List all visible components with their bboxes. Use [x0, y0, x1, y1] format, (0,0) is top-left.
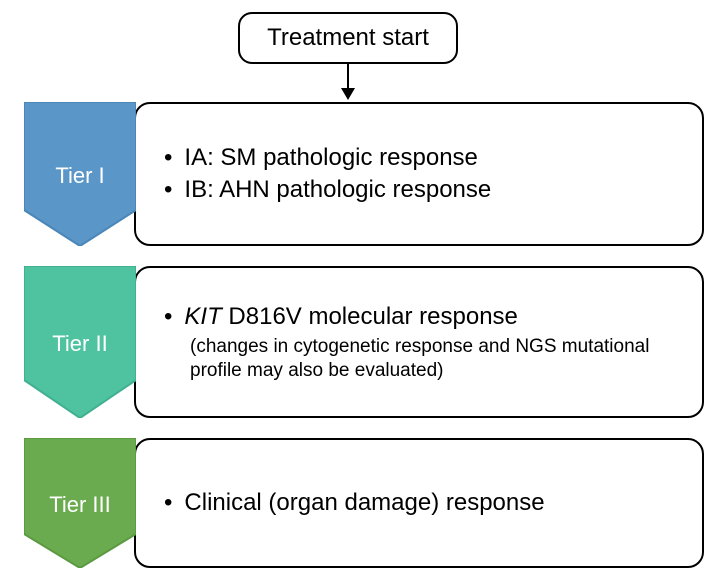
tier-1-bullet-ib: • IB: AHN pathologic response [164, 174, 678, 206]
arrow-shaft [347, 64, 349, 90]
bullet-dot: • [164, 301, 172, 333]
tier-3-row: Tier III • Clinical (organ damage) respo… [24, 438, 704, 568]
tier-3-bullet-text: Clinical (organ damage) response [184, 487, 544, 519]
bullet-dot: • [164, 142, 172, 174]
tier-3-label: Tier III [49, 489, 111, 517]
tier-1-row: Tier I • IA: SM pathologic response • IB… [24, 102, 704, 246]
tier-2-bullet-italic: KIT [184, 303, 221, 330]
bullet-dot: • [164, 174, 172, 206]
tier-1-label: Tier I [55, 160, 104, 188]
tier-1-chevron: Tier I [24, 102, 136, 246]
tier-1-bullet-ia-text: IA: SM pathologic response [184, 142, 478, 174]
tier-2-subtext: (changes in cytogenetic response and NGS… [190, 335, 678, 383]
tier-2-chevron: Tier II [24, 266, 136, 418]
tier-2-bullet-rest: D816V molecular response [222, 303, 518, 330]
tier-3-content: • Clinical (organ damage) response [134, 438, 704, 568]
tier-3-bullet: • Clinical (organ damage) response [164, 487, 678, 519]
tier-2-label: Tier II [52, 328, 107, 356]
tier-1-bullet-ia: • IA: SM pathologic response [164, 142, 678, 174]
treatment-start-label: Treatment start [267, 24, 429, 52]
tier-2-bullet-text: KIT D816V molecular response [184, 301, 518, 333]
tier-2-content: • KIT D816V molecular response (changes … [134, 266, 704, 418]
tier-1-bullet-ib-text: IB: AHN pathologic response [184, 174, 491, 206]
tier-3-chevron: Tier III [24, 438, 136, 568]
arrow-head [341, 88, 355, 100]
tier-1-content: • IA: SM pathologic response • IB: AHN p… [134, 102, 704, 246]
treatment-start-box: Treatment start [238, 12, 458, 64]
tier-2-bullet: • KIT D816V molecular response [164, 301, 678, 333]
bullet-dot: • [164, 487, 172, 519]
tier-2-row: Tier II • KIT D816V molecular response (… [24, 266, 704, 418]
